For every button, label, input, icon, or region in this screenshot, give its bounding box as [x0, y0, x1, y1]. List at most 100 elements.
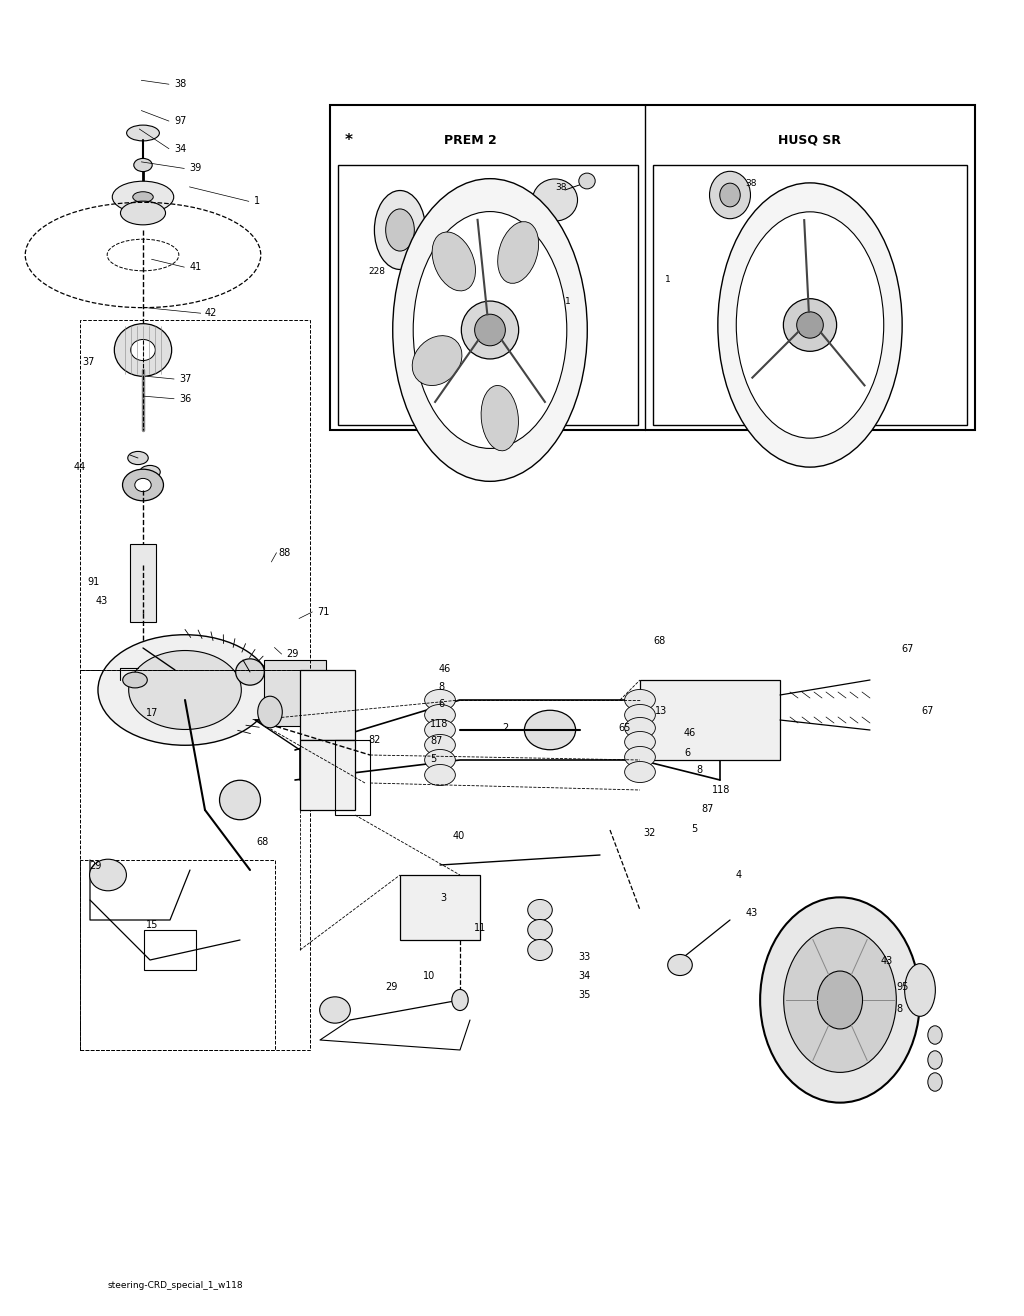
Circle shape [258, 696, 283, 728]
Text: 38: 38 [174, 79, 186, 89]
Text: 1: 1 [665, 275, 671, 284]
Text: 39: 39 [189, 163, 202, 174]
Ellipse shape [425, 704, 456, 725]
Ellipse shape [527, 920, 552, 941]
Text: 38: 38 [555, 183, 566, 192]
Ellipse shape [115, 324, 172, 376]
Ellipse shape [425, 765, 456, 786]
Text: 3: 3 [440, 892, 446, 903]
Text: 38: 38 [745, 179, 757, 187]
Ellipse shape [625, 746, 655, 767]
Ellipse shape [414, 212, 567, 449]
Bar [640, 680, 780, 761]
Text: 68: 68 [256, 837, 268, 848]
Text: 37: 37 [82, 357, 94, 367]
Ellipse shape [113, 182, 174, 213]
Ellipse shape [797, 312, 823, 338]
Circle shape [928, 1050, 942, 1069]
Ellipse shape [129, 650, 242, 729]
Ellipse shape [310, 671, 331, 690]
Circle shape [452, 990, 468, 1011]
Ellipse shape [425, 720, 456, 741]
Text: 91: 91 [87, 576, 99, 587]
Text: 42: 42 [205, 308, 217, 318]
Circle shape [928, 1073, 942, 1091]
Ellipse shape [134, 158, 153, 171]
Ellipse shape [375, 191, 426, 270]
Text: 41: 41 [189, 262, 202, 272]
Text: HUSQ SR: HUSQ SR [778, 133, 842, 146]
Text: 34: 34 [579, 971, 591, 982]
Ellipse shape [527, 899, 552, 920]
Text: 65: 65 [618, 722, 631, 733]
Text: 118: 118 [712, 784, 730, 795]
Text: 228: 228 [368, 267, 385, 276]
Text: 40: 40 [453, 830, 465, 841]
Text: steering-CRD_special_1_w118: steering-CRD_special_1_w118 [108, 1280, 244, 1290]
Ellipse shape [139, 466, 160, 479]
Circle shape [928, 1025, 942, 1044]
Ellipse shape [89, 859, 126, 891]
Ellipse shape [135, 479, 152, 492]
Text: *: * [345, 133, 353, 147]
Ellipse shape [760, 898, 920, 1103]
Ellipse shape [625, 762, 655, 783]
Text: 6: 6 [684, 747, 690, 758]
Text: 46: 46 [438, 663, 451, 674]
Bar [300, 670, 355, 740]
Ellipse shape [720, 183, 740, 207]
Ellipse shape [123, 470, 164, 501]
Ellipse shape [133, 192, 154, 203]
Text: 44: 44 [74, 462, 86, 472]
Ellipse shape [668, 954, 692, 975]
Text: 87: 87 [430, 736, 442, 746]
Text: 82: 82 [369, 734, 381, 745]
Text: 29: 29 [89, 861, 101, 871]
Ellipse shape [625, 690, 655, 711]
Text: 33: 33 [579, 951, 591, 962]
Ellipse shape [904, 963, 935, 1016]
Text: 46: 46 [684, 728, 696, 738]
Text: 35: 35 [579, 990, 591, 1000]
Ellipse shape [579, 174, 595, 190]
Ellipse shape [481, 386, 518, 451]
Bar [144, 930, 196, 970]
Bar [335, 740, 370, 815]
Ellipse shape [710, 171, 751, 218]
Text: 36: 36 [179, 393, 191, 404]
Text: 1: 1 [254, 196, 260, 207]
Ellipse shape [131, 340, 156, 361]
Ellipse shape [817, 971, 862, 1029]
Text: 8: 8 [438, 682, 444, 692]
Ellipse shape [527, 940, 552, 961]
Ellipse shape [462, 301, 519, 359]
Bar [80, 320, 310, 670]
Ellipse shape [718, 183, 902, 467]
Ellipse shape [783, 299, 837, 351]
Bar [330, 105, 975, 430]
Text: 37: 37 [179, 374, 191, 384]
Bar [130, 544, 157, 622]
Text: 68: 68 [653, 636, 666, 646]
Text: 4: 4 [735, 870, 741, 880]
Bar [400, 875, 480, 940]
Ellipse shape [128, 451, 148, 465]
Ellipse shape [532, 179, 578, 221]
Text: 29: 29 [287, 649, 299, 659]
Ellipse shape [236, 659, 264, 686]
Text: 34: 34 [174, 143, 186, 154]
Text: 67: 67 [901, 644, 913, 654]
Text: 43: 43 [745, 908, 758, 919]
Bar [300, 740, 355, 811]
Text: 10: 10 [423, 971, 435, 982]
Text: 43: 43 [95, 596, 108, 607]
Ellipse shape [386, 209, 415, 251]
Text: 13: 13 [655, 705, 668, 716]
Ellipse shape [625, 717, 655, 738]
Text: 1: 1 [565, 297, 570, 307]
Ellipse shape [432, 232, 475, 291]
Ellipse shape [127, 125, 160, 141]
Ellipse shape [625, 732, 655, 753]
Text: 2: 2 [502, 722, 508, 733]
Ellipse shape [475, 315, 506, 346]
